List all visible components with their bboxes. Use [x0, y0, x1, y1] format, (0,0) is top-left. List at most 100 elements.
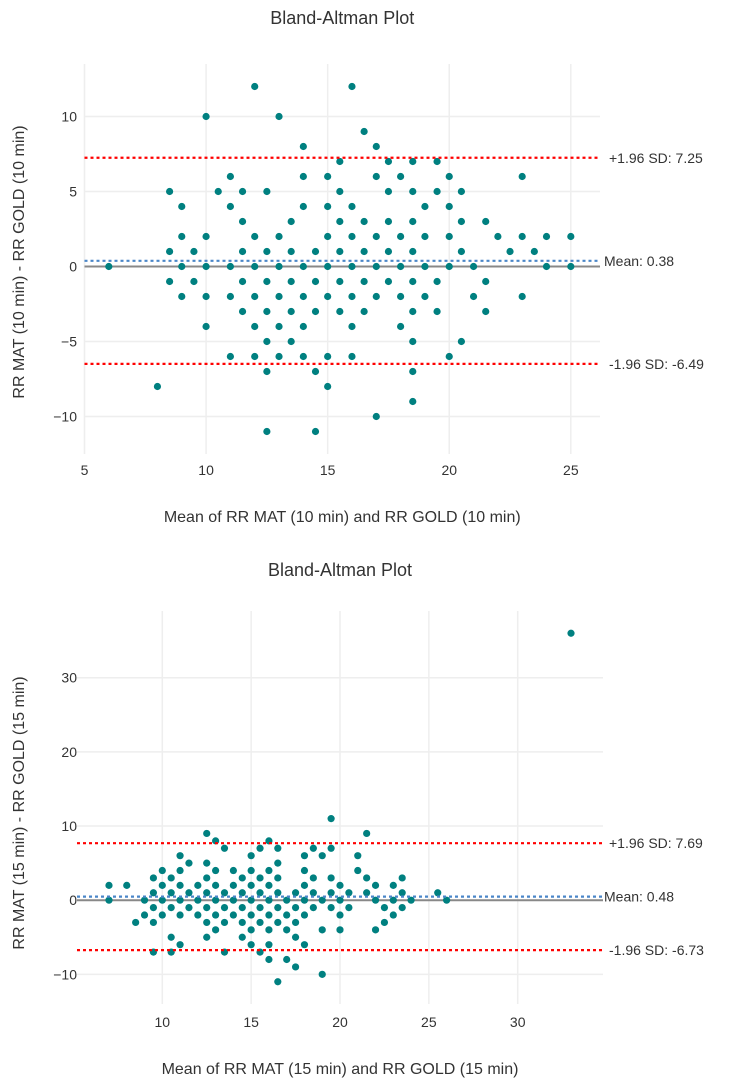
x-tick-label: 25: [563, 462, 579, 478]
data-point: [530, 247, 538, 256]
data-point: [311, 277, 320, 286]
data-point: [158, 896, 166, 904]
data-point: [256, 904, 264, 912]
data-point: [132, 918, 140, 927]
data-point: [360, 127, 368, 136]
data-point: [220, 844, 229, 852]
data-point: [409, 187, 417, 196]
data-point: [238, 307, 247, 316]
data-point: [212, 911, 220, 919]
data-point: [348, 202, 356, 211]
data-point: [158, 866, 166, 875]
data-point: [336, 896, 344, 904]
data-point: [324, 382, 332, 391]
data-point: [324, 352, 332, 361]
data-point: [226, 292, 234, 301]
data-point: [354, 866, 362, 875]
data-point: [318, 970, 326, 978]
data-point: [247, 852, 255, 860]
y-tick-label: 10: [61, 818, 77, 834]
data-point: [275, 112, 283, 121]
data-point: [384, 277, 393, 286]
y-tick-label: 0: [69, 892, 77, 908]
data-point: [336, 187, 344, 196]
data-point: [229, 911, 237, 919]
data-point: [309, 904, 317, 912]
data-point: [445, 262, 453, 271]
data-point: [384, 157, 393, 166]
data-point: [256, 844, 264, 852]
data-point: [287, 277, 295, 286]
data-point: [398, 874, 406, 882]
data-point: [345, 904, 353, 912]
upper-loa-label: +1.96 SD: 7.25: [609, 150, 703, 166]
data-point: [518, 172, 526, 181]
data-point: [397, 232, 405, 241]
data-point: [318, 926, 326, 934]
data-point: [185, 889, 193, 897]
data-point: [469, 292, 478, 301]
data-point: [482, 217, 490, 226]
data-point: [274, 978, 282, 986]
data-point: [433, 187, 441, 196]
data-point: [372, 292, 380, 301]
data-point: [203, 829, 211, 838]
data-point: [190, 277, 198, 286]
data-point: [256, 918, 264, 927]
data-point: [274, 844, 282, 852]
y-tick-label: −10: [53, 966, 77, 982]
data-point: [397, 172, 405, 181]
data-point: [327, 874, 335, 882]
data-point: [300, 896, 309, 904]
data-point: [229, 896, 237, 904]
data-point: [105, 881, 113, 889]
data-point: [203, 918, 211, 927]
data-point: [457, 217, 465, 226]
y-tick-label: 5: [69, 184, 77, 200]
data-point: [263, 367, 271, 376]
data-point: [398, 904, 406, 912]
data-point: [212, 881, 220, 889]
data-point: [348, 352, 356, 361]
data-point: [202, 262, 210, 271]
y-tick-label: −5: [61, 334, 77, 350]
data-point: [265, 866, 273, 875]
data-point: [229, 881, 237, 889]
data-point: [421, 232, 429, 241]
bland-altman-plot-15min: 10 15 20 25 30 30 20 10 0 −10 +1.96 SD: 7.69 Mean: …: [11, 560, 704, 1078]
data-point: [327, 889, 335, 897]
data-point: [443, 896, 451, 904]
data-point: [238, 247, 247, 256]
data-point: [311, 367, 320, 376]
data-point: [363, 889, 371, 897]
data-point: [348, 322, 356, 331]
y-tick-label: −10: [53, 409, 77, 425]
data-point: [178, 262, 186, 271]
data-point: [324, 232, 332, 241]
data-point: [336, 157, 344, 166]
data-point: [226, 172, 234, 181]
data-point: [263, 427, 271, 436]
data-point: [190, 247, 198, 256]
data-point: [220, 904, 229, 912]
data-point: [409, 277, 417, 286]
data-point: [309, 844, 317, 852]
data-point: [238, 904, 246, 912]
data-point: [275, 262, 283, 271]
data-point: [434, 889, 442, 897]
data-point: [371, 896, 380, 904]
data-point: [360, 307, 368, 316]
data-point: [238, 187, 247, 196]
y-tick-label: 0: [69, 259, 77, 275]
data-point: [445, 232, 453, 241]
data-point: [167, 904, 175, 912]
chart-title: Bland-Altman Plot: [270, 8, 414, 28]
data-point: [265, 941, 273, 949]
data-point: [327, 815, 335, 823]
data-point: [167, 889, 175, 897]
data-point: [283, 911, 291, 919]
data-point: [220, 889, 229, 897]
data-point: [263, 187, 271, 196]
